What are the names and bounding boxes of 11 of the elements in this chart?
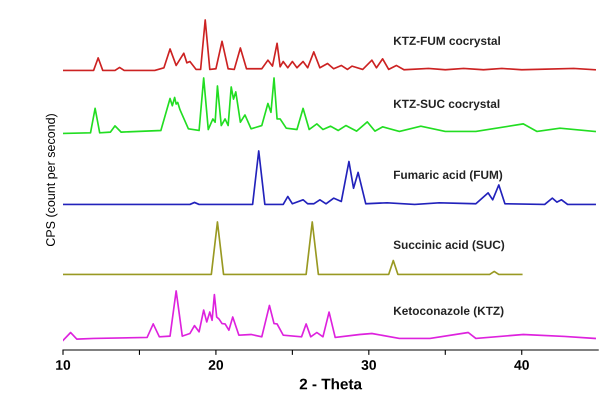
x-tick-label: 30	[361, 360, 376, 370]
series-label: Succinic acid (SUC)	[394, 240, 504, 252]
x-tick-label: 10	[56, 360, 70, 370]
series-label: KTZ-FUM cocrystal	[394, 36, 500, 48]
x-tick-label: 40	[514, 360, 529, 370]
x-axis-title: 2 - Theta	[300, 378, 362, 390]
series-label: Fumaric acid (FUM)	[394, 170, 502, 182]
x-tick-label: 20	[208, 360, 224, 370]
y-axis-title: CPS (count per second)	[46, 114, 58, 246]
series-label: Ketoconazole (KTZ)	[394, 306, 504, 318]
series-label: KTZ-SUC cocrystal	[394, 99, 500, 110]
